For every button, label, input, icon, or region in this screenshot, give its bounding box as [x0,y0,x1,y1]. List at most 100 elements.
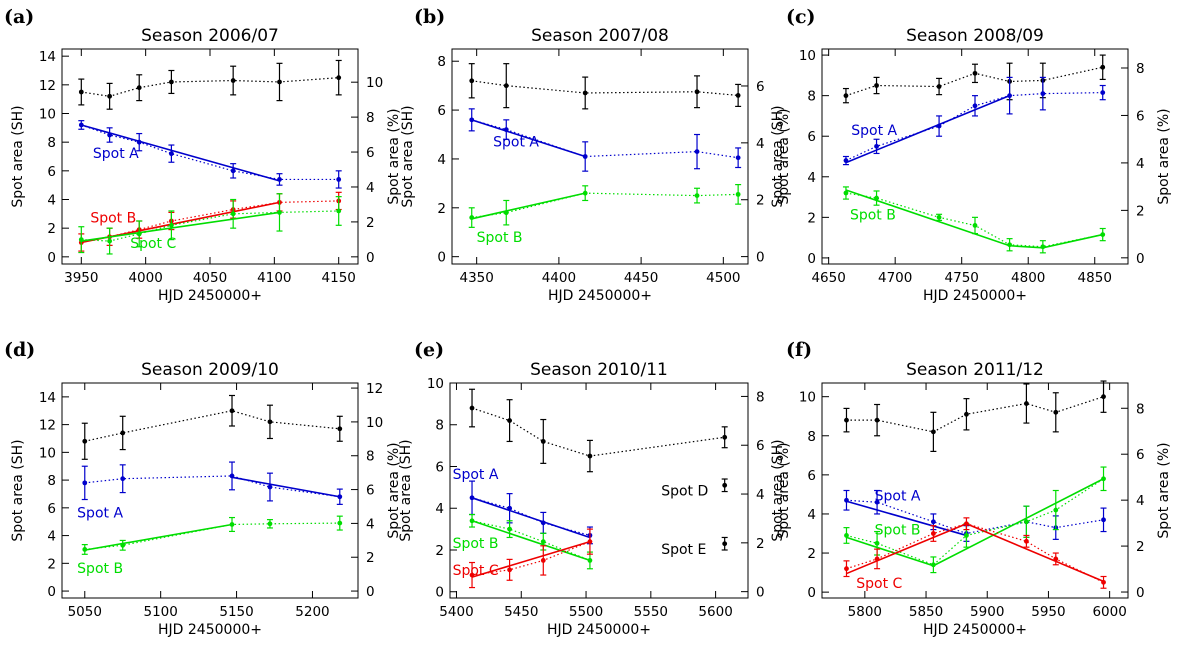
chart-3-series-spot-a-point [874,143,879,149]
chart-3-series-spot-a-point [1007,93,1012,99]
chart-6-series-spot-c-point [1101,579,1106,585]
chart-4-series-spot-a-point [267,484,273,490]
chart-5-series-spot-c-point [507,567,512,573]
chart-1-x-tick-label: 4000 [128,270,162,286]
chart-6-x-tick-label: 5800 [848,604,882,620]
chart-1-x-tick-label: 4100 [257,270,291,286]
chart-3-series-total-point [972,70,978,76]
chart-4-y-tick-label: 10 [39,445,56,461]
chart-5-series-total-point [540,439,546,444]
chart-5-annotation-spot-b: Spot B [453,536,499,552]
chart-6-annotation-spot-b: Spot B [875,522,921,538]
chart-2-x-axis-label: HJD 2450000+ [548,288,652,304]
chart-2-y-right-axis-label: Spot area (%) [776,108,792,204]
chart-6-series-spot-b-point [874,540,880,546]
chart-4-y-tick-label: 6 [47,501,56,517]
chart-6-series-total-point [1053,409,1059,415]
chart-6-x-tick-label: 6000 [1092,604,1126,620]
chart-5-series-spot-a-fit-line [471,497,591,539]
chart-1-series-spot-c-point [168,222,174,228]
chart-2-y-right-tick-label: 2 [756,193,765,209]
chart-4-series-spot-b-point [337,520,343,526]
chart-2-series-spot-b-point [582,190,588,196]
chart-1-y-tick-label: 4 [47,193,56,209]
chart-6-y-right-tick-label: 4 [1136,493,1145,509]
chart-6-series-spot-c-point [1024,538,1029,544]
chart-3-x-tick-label: 4750 [945,270,979,286]
chart-5-series-total-point [722,434,728,440]
chart-3-series-spot-b-point [1100,232,1106,237]
chart-3-series-total-point [874,83,879,88]
chart-5-series-spot-b-point [540,539,546,545]
chart-2-x-tick-label: 4450 [624,270,658,286]
chart-3-series-spot-a-point [972,103,978,109]
chart-panel-5: (e) Season 2010/11 5400 5450 5500 5550 5600 0 2 4… [398,339,792,638]
chart-5-x-tick-label: 5600 [698,604,732,620]
chart-4-series-spot-b-point [82,547,88,552]
chart-5-series-spot-b-point [469,518,475,524]
chart-5-x-tick-label: 5550 [634,604,668,620]
chart-4-x-tick-label: 5100 [143,604,177,620]
chart-1-y-tick-label: 12 [39,78,56,94]
chart-5-series-spot-e-point [722,541,728,547]
chart-6-annotation-spot-c: Spot C [856,576,902,592]
chart-4-series-spot-a-point [120,476,126,482]
chart-3-x-axis-label: HJD 2450000+ [923,288,1027,304]
chart-3-annotation-spot-a: Spot A [851,123,897,139]
chart-5-y-tick-label: 2 [435,543,444,559]
chart-2-y-tick-label: 8 [437,54,446,70]
chart-1-series-total-point [230,78,236,83]
chart-1-series-total-point [78,89,84,95]
chart-3-y-tick-label: 6 [807,129,816,145]
chart-4-series-total-dotted-line [84,410,340,442]
chart-1-x-tick-label: 4050 [193,270,227,286]
chart-3-annotation-spot-b: Spot B [850,207,896,223]
chart-2-series-spot-a-point [694,149,700,155]
chart-6-series-spot-c-point [1053,556,1059,562]
chart-4-y-axis-label: Spot area (SH) [10,439,26,541]
chart-4-y-right-tick-label: 6 [366,483,375,499]
chart-6-x-tick-label: 5850 [909,604,943,620]
chart-6-axes-frame [821,382,1129,599]
chart-3-y-tick-label: 10 [799,48,816,64]
chart-5-y-tick-label: 8 [435,418,444,434]
chart-4-y-right-tick-label: 8 [366,449,375,465]
chart-2-y-tick-label: 0 [437,250,446,266]
chart-5-y-tick-label: 10 [427,376,444,392]
chart-6-series-spot-a-fit-line [846,500,967,537]
chart-5-series-spot-a-point [507,505,512,511]
chart-4-series-total-point [229,408,235,414]
chart-5-series-spot-b-point [587,558,593,563]
chart-3-y-tick-label: 8 [807,89,816,105]
chart-5-series-total-point [469,405,475,411]
chart-1-annotation-spot-b: Spot B [90,210,136,226]
chart-6-y-tick-label: 10 [799,390,816,406]
chart-6-y-right-tick-label: 8 [1136,401,1145,417]
chart-1-y-right-tick-label: 10 [366,75,383,91]
chart-panel-2: (b) Season 2007/08 4350 4400 4450 4500 0 2 4 6 8 0 2… [400,6,792,304]
chart-6-y-tick-label: 2 [807,546,816,562]
chart-5-annotation-spot-c: Spot C [453,563,499,579]
chart-4-series-total-point [337,426,343,432]
chart-6-series-spot-c-point [964,521,969,527]
chart-5-series-spot-c-fit-line [471,540,591,578]
chart-5-series-spot-d-point [722,482,728,488]
chart-2-y-tick-label: 2 [437,201,446,217]
chart-6-y-right-tick-label: 6 [1136,447,1145,463]
chart-6-series-spot-a-point [874,499,880,505]
chart-5-x-tick-label: 5450 [504,604,538,620]
chart-4-y-right-tick-label: 12 [366,381,383,397]
chart-6-series-total-point [964,411,969,417]
chart-4-series-spot-a-point [82,480,88,486]
chart-4-y-tick-label: 2 [47,556,56,572]
chart-4-y-right-tick-label: 10 [366,415,383,431]
chart-3-series-spot-a-point [1100,90,1106,96]
chart-4-series-spot-b-fit-line [84,523,233,551]
chart-1-series-spot-c-point [336,208,342,214]
chart-2-series-total-point [582,90,588,96]
chart-4-y-tick-label: 0 [47,584,56,600]
chart-1-series-spot-c-fit-line [81,211,280,242]
chart-3-axes-frame [821,48,1129,265]
chart-1-series-spot-a-point [277,177,282,182]
chart-4-y-tick-label: 4 [47,529,56,545]
